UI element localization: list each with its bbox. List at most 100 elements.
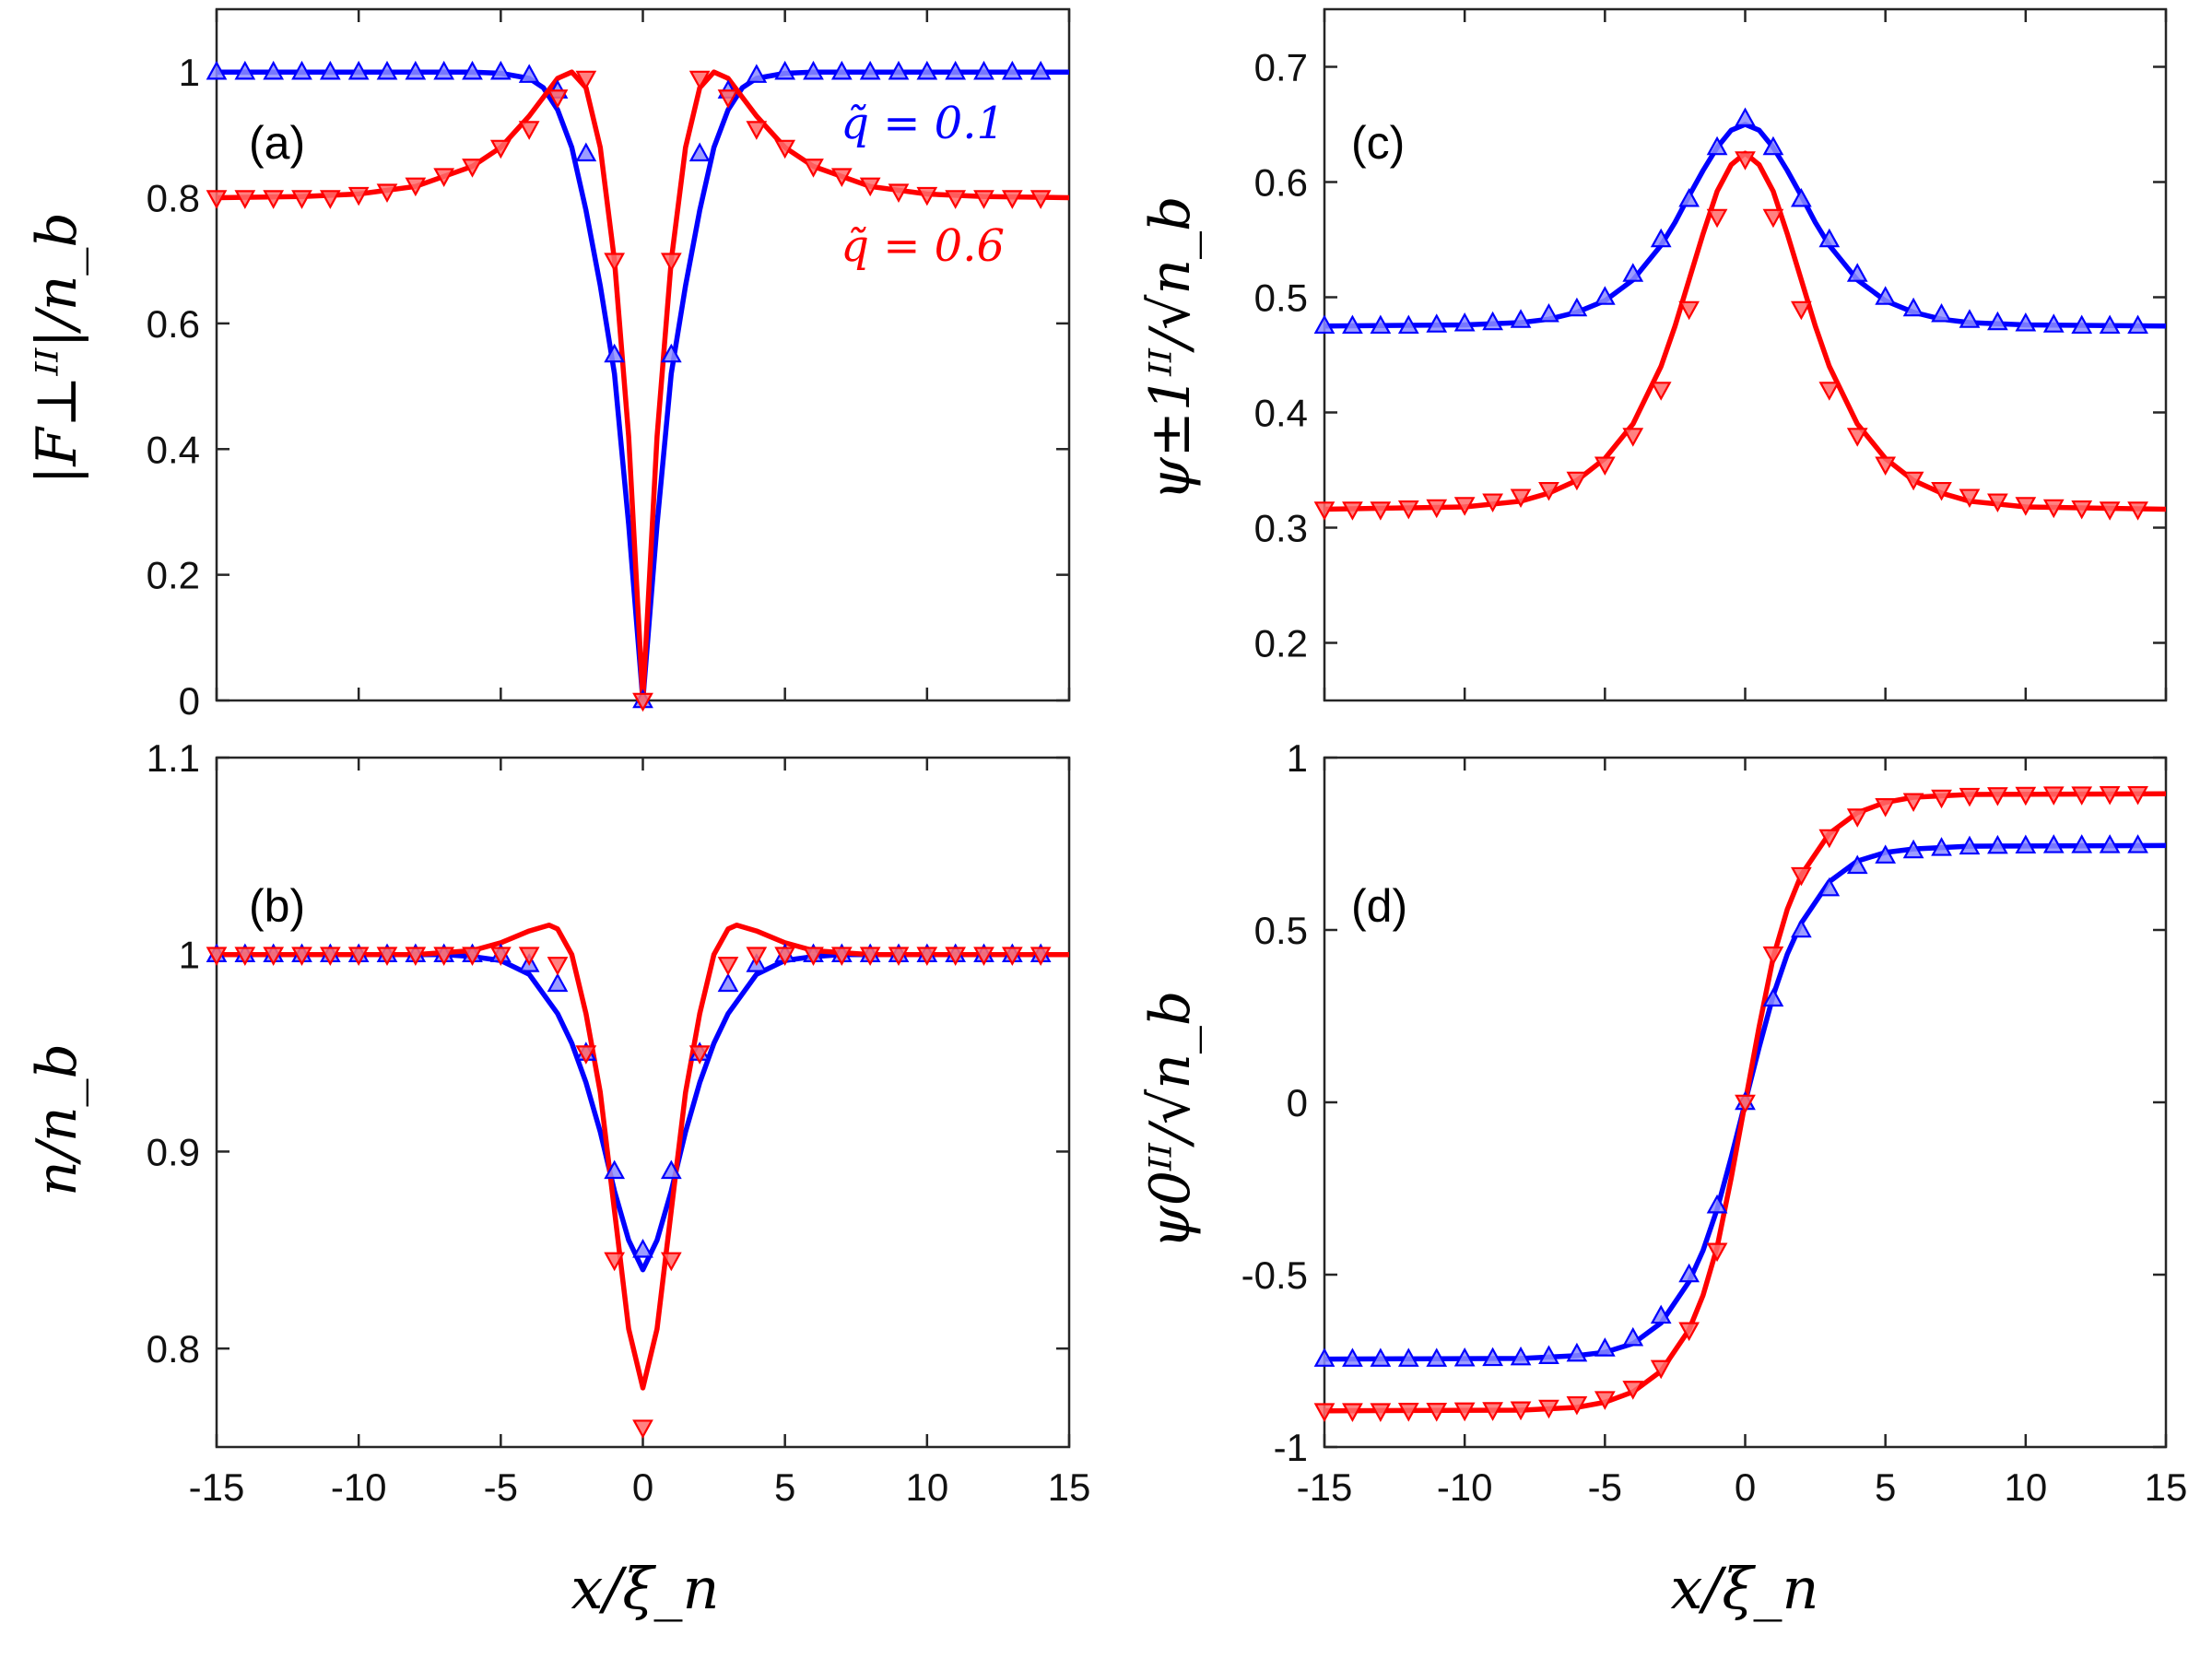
panel-c: 0.2 0.3 0.4 0.5 0.6 0.7 (c)	[1254, 7, 2168, 702]
x-tick-label-b: 10	[905, 1465, 948, 1509]
data-point-c-blue	[1313, 314, 1335, 335]
data-point-a-red	[774, 139, 796, 159]
data-point-a-red	[263, 190, 285, 209]
y-tick-label-a: 0.8	[147, 177, 200, 220]
y-tick-label-b: 0.8	[147, 1327, 200, 1371]
data-point-c-red	[1650, 382, 1672, 401]
panel-d: -15 -10 -5 0 5 10 15 -1 -0.5 0 0.5 1 (d)	[1241, 736, 2188, 1509]
data-point-a-red	[489, 139, 512, 159]
data-point-b-red	[774, 947, 796, 966]
data-point-a-red	[830, 168, 853, 187]
y-tick-label-b: 1.1	[147, 736, 200, 780]
data-point-d-blue	[1762, 987, 1784, 1007]
data-point-a-blue	[575, 142, 597, 162]
data-point-b-red	[830, 947, 853, 966]
data-point-b-red	[433, 947, 455, 966]
data-point-c-red	[1622, 428, 1644, 447]
data-point-a-red	[347, 186, 370, 206]
data-point-c-blue	[1987, 311, 2008, 331]
data-point-d-red	[1875, 798, 1897, 818]
data-point-c-red	[2015, 497, 2037, 516]
data-point-a-blue	[803, 60, 824, 80]
data-point-d-blue	[1959, 835, 1981, 855]
data-point-b-red	[263, 947, 285, 966]
data-point-a-blue	[376, 60, 398, 80]
data-point-a-red	[1001, 190, 1023, 209]
data-point-c-blue	[1902, 297, 1924, 317]
ylabel-b: n/n_b	[25, 1043, 89, 1196]
data-point-d-blue	[1987, 834, 2008, 854]
data-point-a-red	[717, 89, 739, 109]
data-point-b-red	[234, 947, 256, 966]
legend-q01: q̃ = 0.1	[841, 98, 1005, 149]
data-point-b-red	[945, 947, 967, 966]
data-point-a-blue	[774, 60, 796, 80]
data-point-c-blue	[1818, 228, 1841, 248]
y-tick-label-a: 0	[179, 679, 200, 723]
data-point-d-blue	[1594, 1337, 1616, 1357]
panel-label-b: (b)	[249, 880, 305, 932]
data-point-c-blue	[1453, 312, 1476, 332]
data-point-d-red	[1791, 866, 1812, 887]
data-point-c-red	[1594, 456, 1616, 477]
x-tick-label-b: -10	[331, 1465, 387, 1509]
data-point-c-blue	[1650, 228, 1672, 248]
data-point-a-blue	[319, 60, 341, 80]
data-point-a-red	[405, 177, 427, 197]
data-point-a-red	[433, 168, 455, 187]
data-point-b-red	[376, 947, 398, 966]
data-point-b-blue	[547, 972, 569, 993]
data-point-a-red	[859, 177, 881, 197]
ylabel-c: ψ±1ᴵᴵ/√n_b	[1138, 196, 1203, 501]
data-point-a-red	[376, 183, 398, 204]
data-point-c-red	[2042, 499, 2065, 519]
data-point-d-blue	[1706, 1194, 1728, 1214]
xlabel-d: x/ξ_n	[1671, 1555, 1819, 1622]
y-tick-label-d: 0.5	[1254, 909, 1308, 952]
data-point-d-blue	[1453, 1347, 1476, 1367]
data-point-d-red	[1902, 793, 1924, 813]
data-point-d-red	[1482, 1402, 1503, 1421]
data-point-b-red	[489, 947, 512, 966]
data-point-d-blue	[1818, 877, 1841, 897]
data-point-c-red	[1538, 481, 1559, 501]
data-point-b-red	[1030, 947, 1052, 966]
data-point-c-red	[1902, 471, 1924, 491]
data-point-d-blue	[1426, 1347, 1448, 1367]
data-point-b-red	[547, 957, 569, 976]
data-point-b-red	[206, 947, 228, 966]
data-point-b-red	[717, 957, 739, 976]
data-point-b-red	[1001, 947, 1023, 966]
data-point-c-blue	[2099, 314, 2121, 335]
data-point-c-red	[1846, 428, 1868, 447]
data-point-d-red	[2042, 786, 2065, 806]
y-tick-label-d: -0.5	[1241, 1253, 1308, 1297]
data-point-a-red	[206, 190, 228, 209]
data-point-d-red	[2099, 785, 2121, 806]
y-tick-label-a: 0.2	[147, 554, 200, 597]
data-point-c-blue	[2015, 312, 2037, 332]
data-point-d-blue	[2015, 834, 2037, 854]
xlabel-b: x/ξ_n	[571, 1555, 720, 1622]
data-point-c-red	[1453, 497, 1476, 516]
data-point-d-blue	[1622, 1326, 1644, 1347]
data-point-a-blue	[945, 60, 967, 80]
data-point-a-red	[291, 190, 312, 209]
data-point-b-red	[859, 947, 881, 966]
data-point-c-blue	[1594, 286, 1616, 305]
data-point-c-red	[1678, 300, 1700, 321]
data-point-a-blue	[263, 60, 285, 80]
data-point-c-blue	[2071, 314, 2093, 335]
data-point-a-red	[973, 190, 994, 209]
data-point-c-blue	[1566, 297, 1588, 317]
data-point-a-red	[660, 253, 682, 273]
data-point-d-blue	[1482, 1347, 1503, 1367]
data-point-a-blue	[462, 60, 483, 80]
data-point-b-blue	[717, 972, 739, 993]
series-line-b-red	[217, 922, 1069, 1391]
ylabel-a: |F⊥ᴵᴵ|/n_b	[25, 212, 89, 485]
panel-b: -15 -10 -5 0 5 10 15 0.8 0.9 1 1.1 (b)	[147, 736, 1091, 1509]
data-point-d-blue	[1846, 854, 1868, 875]
x-tick-label-d: 0	[1735, 1465, 1756, 1509]
